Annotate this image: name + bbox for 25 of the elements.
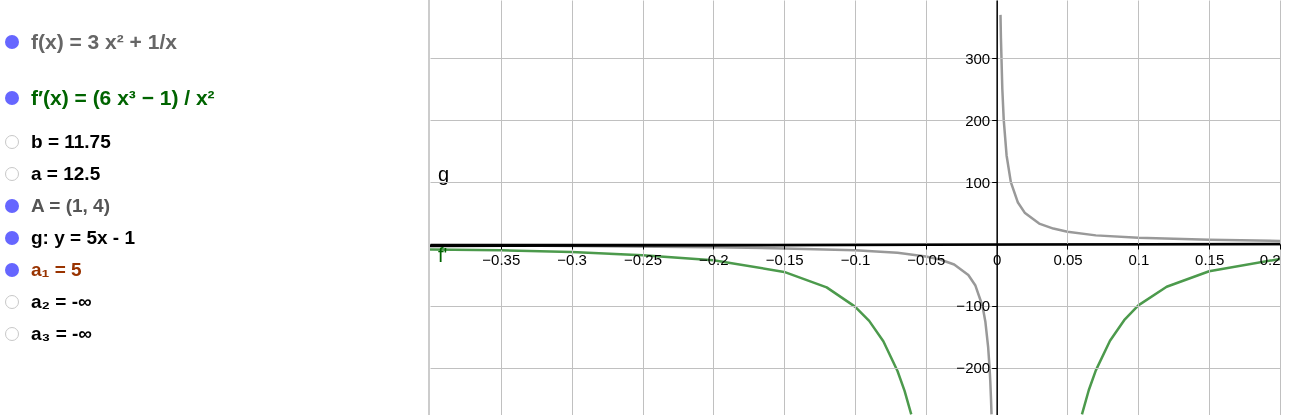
x-tick-label: −0.35	[482, 250, 521, 268]
x-tick-label: 0.15	[1195, 250, 1225, 268]
text: g: y = 5x - 1	[31, 227, 136, 249]
x-tick-label: −0.05	[907, 250, 946, 268]
x-tick-label: −0.1	[840, 250, 871, 268]
annotation: f'	[438, 244, 448, 266]
text: a₁ = 5	[31, 259, 82, 281]
text: f(x) = 3 x² + 1/x	[31, 30, 177, 54]
annotation: g	[438, 163, 450, 185]
text: a₃ = -∞	[31, 323, 92, 345]
x-tick-label: −0.3	[557, 250, 587, 268]
text: a₂ = -∞	[31, 291, 92, 313]
text: a = 12.5	[31, 163, 101, 185]
x-tick-label: −0.15	[765, 250, 804, 268]
y-tick-label: −200	[956, 359, 991, 377]
x-tick-label: −0.25	[624, 250, 662, 268]
y-tick-label: −100	[956, 297, 991, 315]
text: A = (1, 4)	[31, 195, 111, 217]
y-tick-label: 100	[965, 173, 991, 191]
x-tick-label: 0.1	[1128, 250, 1150, 268]
text: f′(x) = (6 x³ − 1) / x²	[31, 86, 215, 110]
y-tick-label: 200	[965, 111, 991, 129]
x-tick-label: 0.05	[1053, 250, 1083, 268]
text: b = 11.75	[31, 131, 111, 153]
y-tick-label: 300	[965, 49, 991, 67]
